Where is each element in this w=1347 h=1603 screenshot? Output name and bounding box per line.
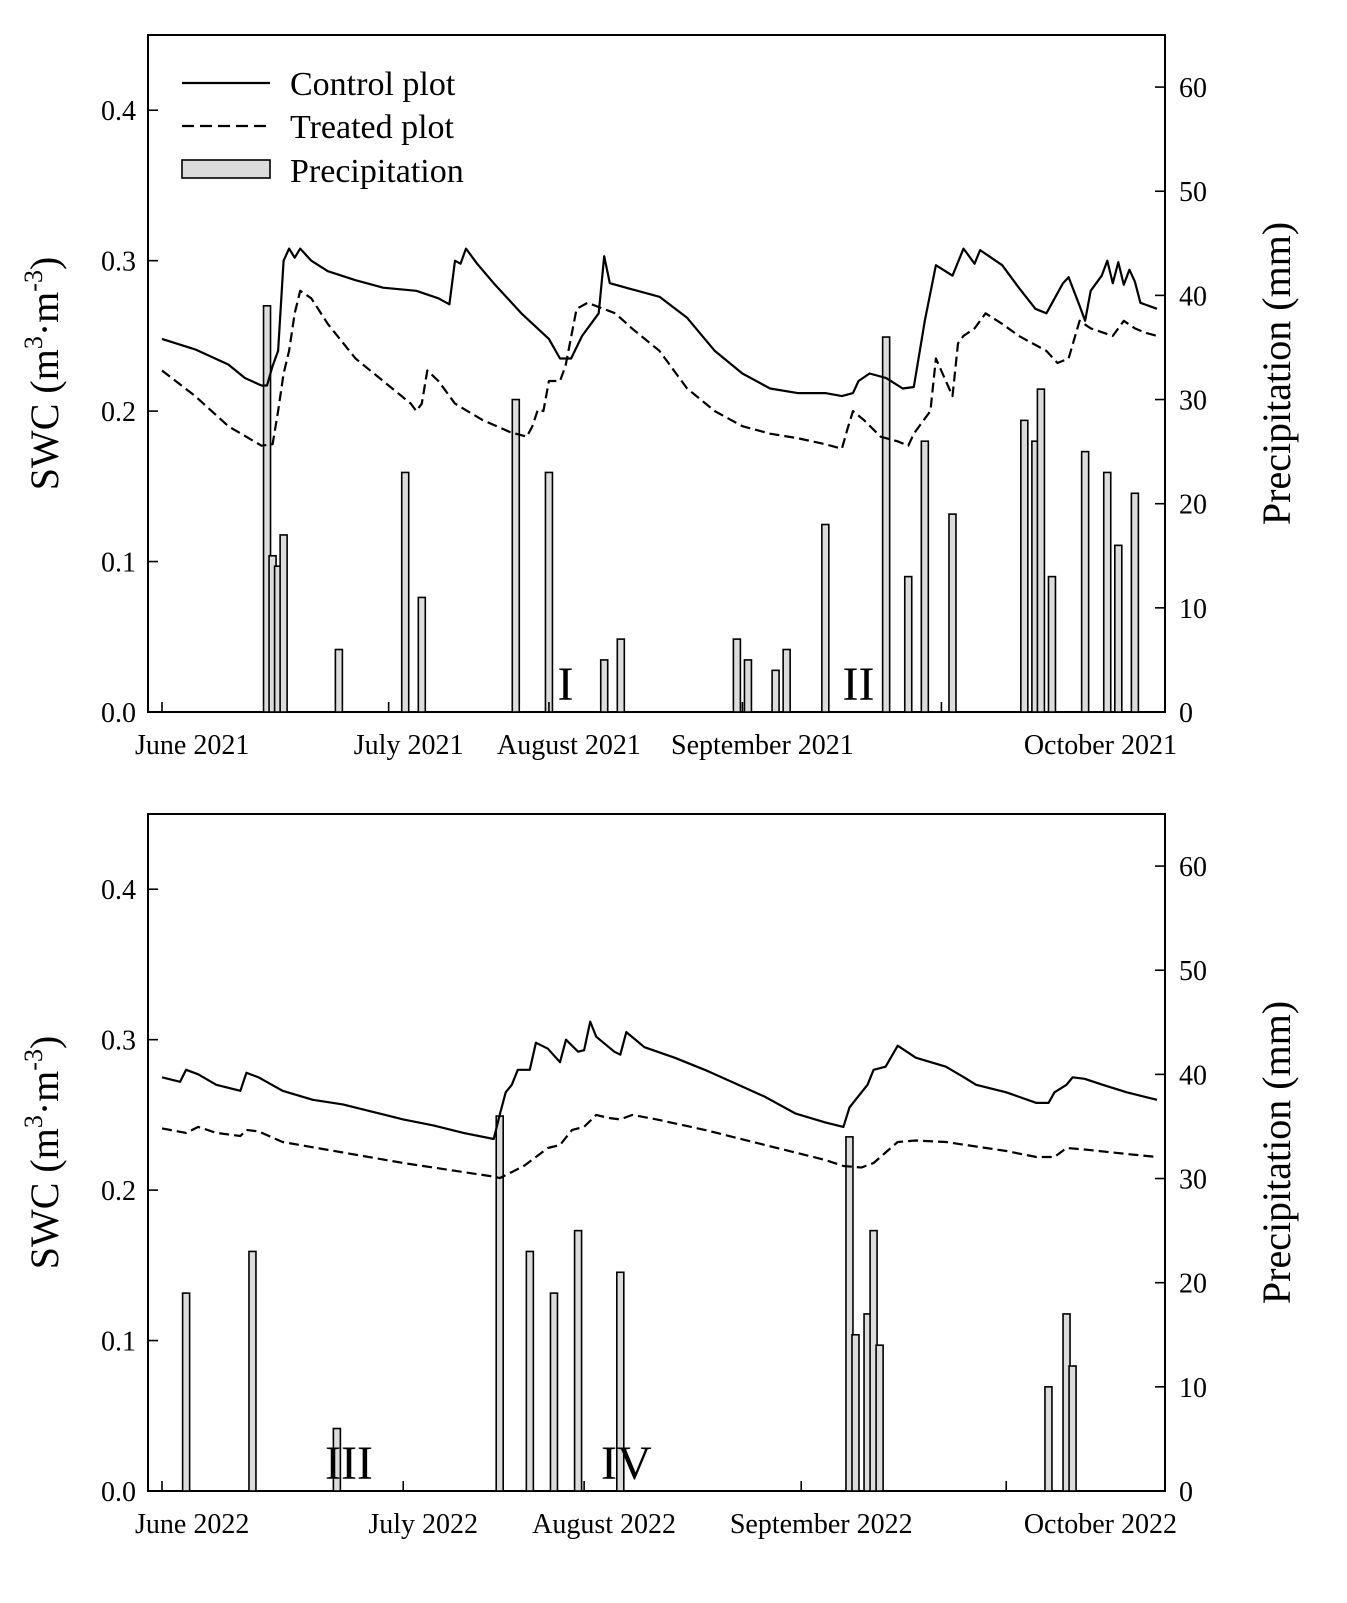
y-tick-label: 0.3 [101,247,136,278]
precip-bar [332,1427,342,1492]
x-tick-label: October 2021 [1024,730,1177,761]
legend-label: Treated plot [290,109,455,146]
precip-bar [417,596,427,713]
precip-bar [616,1271,625,1492]
panel-2021: 0.0 0.1 0.2 0.3 0.4 0 10 20 30 40 50 60 June 2021 Jul… [19,34,1299,761]
precip-bar [875,1344,884,1492]
legend-label: Control plot [290,66,456,103]
y2-tick-label: 0 [1179,1477,1193,1508]
y-tick-label: 0.1 [101,548,136,579]
precip-bar [771,669,780,713]
precip-bar [400,471,410,713]
precip-bar [845,1136,854,1492]
x-tick-label: September 2022 [730,1509,913,1540]
period-label: III [325,1437,373,1490]
y2-tick-label: 10 [1179,594,1207,625]
y-axis-title: SWC (m3·m-3) [19,257,67,491]
x-tick-label: June 2021 [135,730,249,761]
x-tick-label: July 2021 [354,730,464,761]
legend: Control plot Treated plot Precipitation [181,66,464,190]
precip-bar [495,1115,504,1492]
precip-bar [248,1250,257,1492]
precip-bar [511,398,521,713]
precip-bar [549,1292,559,1492]
control-plot-line [161,1020,1158,1141]
y-tick-label: 0.3 [101,1026,136,1057]
y2-tick-label: 30 [1179,1165,1207,1196]
precip-bar [851,1333,860,1492]
y-tick-label: 0.4 [101,875,136,906]
precip-bar [599,659,609,713]
y2-tick-label: 50 [1179,177,1207,208]
precip-bar [1130,492,1140,713]
y-axis-title: SWC (m3·m-3) [19,1036,67,1270]
precip-bar [732,638,742,713]
y2-tick-label: 60 [1179,852,1207,883]
precip-bar [920,440,930,713]
y2-tick-label: 10 [1179,1373,1207,1404]
precip-bar [616,638,626,713]
precip-bar [262,304,272,713]
precip-bar [1020,419,1029,713]
precip-bar [903,575,913,713]
x-tick-label: September 2021 [671,730,854,761]
legend-precip-swatch [181,159,271,179]
y2-tick-label: 0 [1179,698,1193,729]
y2-tick-label: 20 [1179,490,1207,521]
precip-bar [1047,575,1057,713]
precip-bar [881,336,891,713]
period-label: II [843,658,875,711]
y2-tick-label: 30 [1179,386,1207,417]
precip-bar [334,648,344,713]
y-tick-label: 0.0 [101,698,136,729]
precip-bar [573,1229,583,1492]
precip-bar [1114,544,1123,713]
y-tick-label: 0.4 [101,96,136,127]
y-tick-label: 0.2 [101,1176,136,1207]
x-tick-label: June 2022 [135,1509,249,1540]
precip-bar [525,1250,535,1492]
x-tick-label: October 2022 [1024,1509,1177,1540]
treated-plot-line [161,289,1158,450]
y2-tick-label: 40 [1179,1060,1207,1091]
y-tick-label: 0.1 [101,1327,136,1358]
legend-label: Precipitation [290,153,464,190]
y-tick-label: 0.2 [101,397,136,428]
plot-frame [147,813,1166,1492]
y2-tick-label: 60 [1179,73,1207,104]
y2-tick-label: 40 [1179,281,1207,312]
precip-bar [279,534,288,713]
panel-2022: 0.0 0.1 0.2 0.3 0.4 0 10 20 30 40 50 60 June 2022 Jul… [19,813,1299,1540]
precip-bar [1080,450,1090,713]
precip-bar [782,648,791,713]
precip-bar [1102,471,1112,713]
period-label: IV [601,1437,652,1490]
precip-bar [544,471,554,713]
y2-tick-label: 20 [1179,1269,1207,1300]
x-tick-label: August 2021 [497,730,641,761]
period-label: I [558,658,574,711]
y2-axis-title: Precipitation (mm) [1254,222,1299,525]
treated-plot-line [161,1113,1158,1180]
x-tick-label: July 2022 [368,1509,478,1540]
precip-bar [821,523,830,713]
precip-bar [1068,1365,1077,1492]
y-tick-label: 0.0 [101,1477,136,1508]
y2-tick-label: 50 [1179,956,1207,987]
precip-bar [181,1292,191,1492]
precip-bar [1036,388,1046,713]
x-tick-label: August 2022 [532,1509,676,1540]
precip-bar [1044,1386,1053,1492]
y2-axis-title: Precipitation (mm) [1254,1001,1299,1304]
precip-bar [948,513,957,713]
precip-bar [743,659,753,713]
plot-frame [147,34,1166,713]
control-plot-line [161,247,1158,398]
